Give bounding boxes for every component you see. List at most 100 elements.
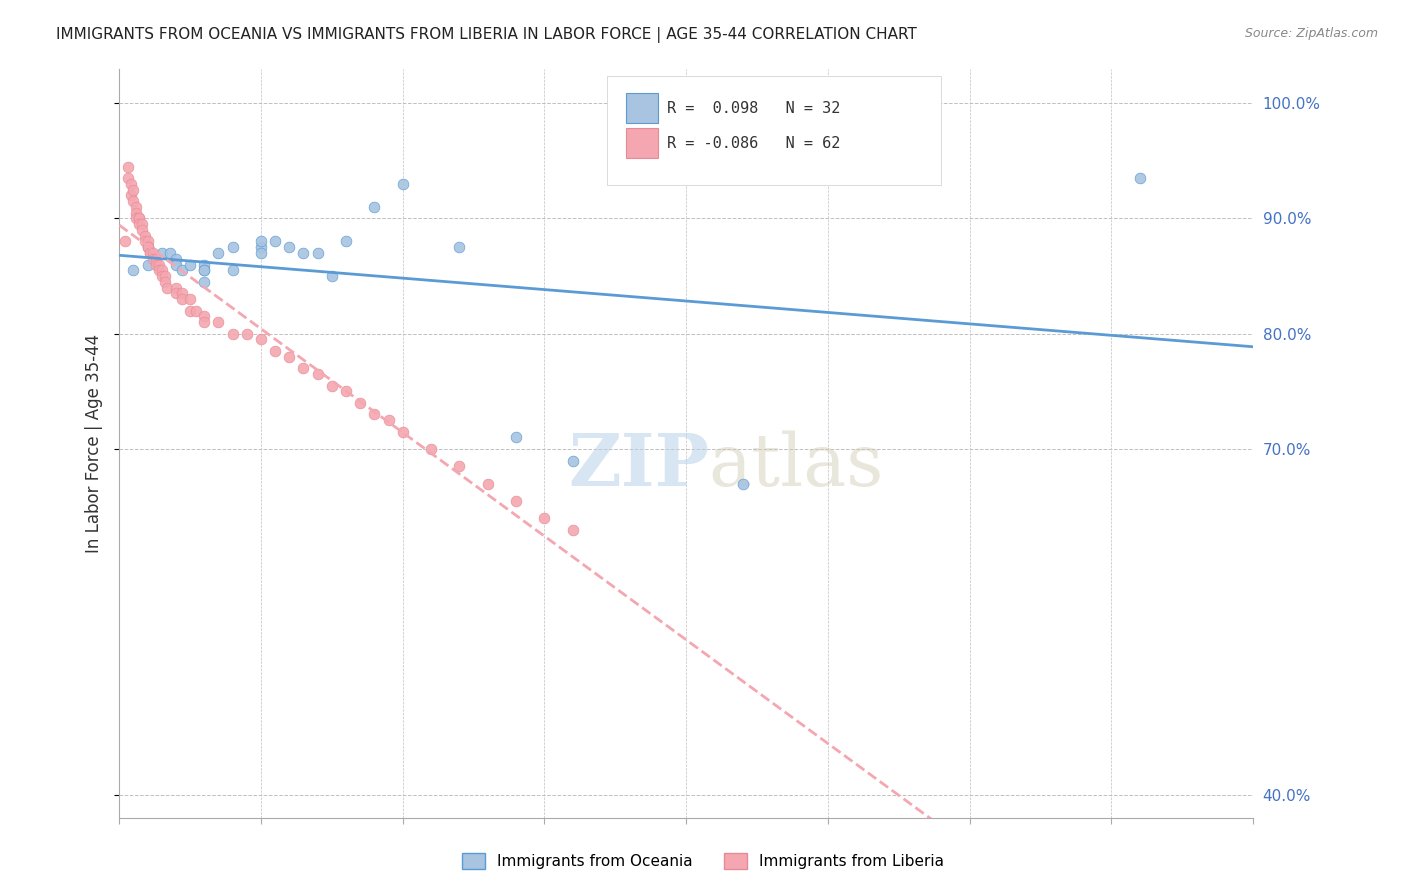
Point — [120, 188, 142, 202]
Point — [150, 246, 173, 260]
Point — [207, 246, 229, 260]
Point — [125, 200, 148, 214]
Point — [221, 326, 243, 341]
Point — [139, 246, 162, 260]
Point — [193, 315, 215, 329]
Point — [134, 235, 156, 249]
Point — [335, 235, 357, 249]
Point — [179, 292, 201, 306]
Point — [561, 523, 583, 537]
Point — [221, 240, 243, 254]
Point — [250, 246, 273, 260]
Text: R = -0.086   N = 62: R = -0.086 N = 62 — [666, 136, 841, 151]
Point — [292, 361, 315, 376]
Text: Source: ZipAtlas.com: Source: ZipAtlas.com — [1244, 27, 1378, 40]
Point — [139, 246, 162, 260]
Point — [1129, 171, 1152, 186]
Point — [731, 476, 754, 491]
Text: R =  0.098   N = 32: R = 0.098 N = 32 — [666, 101, 841, 116]
Point — [122, 194, 145, 208]
Point — [349, 396, 371, 410]
Point — [136, 258, 159, 272]
Point — [193, 263, 215, 277]
Point — [278, 240, 301, 254]
Point — [122, 183, 145, 197]
FancyBboxPatch shape — [626, 94, 658, 123]
Point — [420, 442, 443, 456]
Point — [193, 310, 215, 324]
FancyBboxPatch shape — [607, 76, 941, 185]
Point — [477, 476, 499, 491]
Point — [165, 286, 187, 301]
Point — [125, 205, 148, 219]
Point — [193, 258, 215, 272]
Point — [179, 303, 201, 318]
Point — [264, 343, 287, 358]
Text: IMMIGRANTS FROM OCEANIA VS IMMIGRANTS FROM LIBERIA IN LABOR FORCE | AGE 35-44 CO: IMMIGRANTS FROM OCEANIA VS IMMIGRANTS FR… — [56, 27, 917, 43]
Point — [136, 240, 159, 254]
Point — [307, 246, 329, 260]
Point — [321, 268, 343, 283]
Point — [363, 408, 385, 422]
Point — [170, 286, 193, 301]
Point — [142, 246, 165, 260]
Point — [236, 326, 259, 341]
Point — [159, 246, 181, 260]
Point — [136, 240, 159, 254]
Point — [128, 217, 150, 231]
Point — [125, 211, 148, 226]
Point — [391, 425, 413, 439]
Point — [165, 258, 187, 272]
Point — [335, 384, 357, 399]
Point — [363, 200, 385, 214]
Point — [165, 252, 187, 266]
Text: ZIP: ZIP — [568, 430, 709, 501]
Point — [307, 367, 329, 381]
Point — [505, 494, 527, 508]
Point — [122, 263, 145, 277]
Point — [131, 217, 153, 231]
Point — [449, 459, 471, 474]
FancyBboxPatch shape — [626, 128, 658, 159]
Point — [150, 263, 173, 277]
Legend: Immigrants from Oceania, Immigrants from Liberia: Immigrants from Oceania, Immigrants from… — [456, 847, 950, 875]
Point — [153, 275, 176, 289]
Point — [150, 268, 173, 283]
Point — [391, 177, 413, 191]
Point — [179, 258, 201, 272]
Point — [142, 252, 165, 266]
Point — [561, 453, 583, 467]
Point — [449, 240, 471, 254]
Point — [148, 263, 170, 277]
Point — [136, 235, 159, 249]
Point — [134, 228, 156, 243]
Point — [250, 235, 273, 249]
Point — [221, 263, 243, 277]
Point — [131, 223, 153, 237]
Point — [292, 246, 315, 260]
Point — [114, 235, 136, 249]
Point — [153, 268, 176, 283]
Point — [250, 333, 273, 347]
Point — [145, 252, 167, 266]
Point — [148, 258, 170, 272]
Point — [117, 160, 139, 174]
Point — [128, 211, 150, 226]
Point — [377, 413, 399, 427]
Point — [250, 240, 273, 254]
Point — [533, 511, 555, 525]
Point — [156, 280, 179, 294]
Point — [120, 177, 142, 191]
Point — [321, 378, 343, 392]
Point — [117, 171, 139, 186]
Point — [170, 292, 193, 306]
Point — [505, 430, 527, 444]
Point — [145, 258, 167, 272]
Point — [278, 350, 301, 364]
Point — [193, 275, 215, 289]
Text: atlas: atlas — [709, 431, 884, 501]
Point — [207, 315, 229, 329]
Point — [136, 240, 159, 254]
Point — [128, 211, 150, 226]
Point — [184, 303, 207, 318]
